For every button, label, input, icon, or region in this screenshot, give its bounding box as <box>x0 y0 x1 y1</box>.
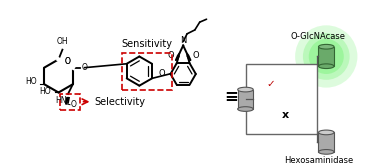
Bar <box>122 53 172 90</box>
Ellipse shape <box>303 33 350 80</box>
Text: O: O <box>158 70 165 79</box>
Text: N: N <box>180 36 186 44</box>
Text: O-GlcNAcase: O-GlcNAcase <box>291 32 346 41</box>
Text: OH: OH <box>57 37 68 46</box>
Bar <box>319 132 334 152</box>
Bar <box>319 47 334 66</box>
Ellipse shape <box>238 107 253 111</box>
Ellipse shape <box>295 25 358 88</box>
Ellipse shape <box>309 39 344 74</box>
Text: HO: HO <box>39 87 51 96</box>
Ellipse shape <box>238 87 253 92</box>
Ellipse shape <box>319 64 334 69</box>
Text: HO: HO <box>25 77 36 86</box>
Bar <box>60 94 80 110</box>
Text: Sensitivity: Sensitivity <box>122 39 173 49</box>
Ellipse shape <box>319 44 334 49</box>
Text: O: O <box>65 57 71 66</box>
Text: Selectivity: Selectivity <box>94 97 145 107</box>
Bar <box>238 90 253 109</box>
Text: x: x <box>282 110 288 120</box>
Text: O: O <box>192 51 199 60</box>
Text: O: O <box>65 57 71 66</box>
Text: O: O <box>82 63 88 72</box>
Ellipse shape <box>319 150 334 154</box>
Text: HN: HN <box>56 96 67 105</box>
Text: ✓: ✓ <box>266 79 275 89</box>
Ellipse shape <box>319 130 334 135</box>
Text: ≡: ≡ <box>224 88 238 106</box>
Text: Hexosaminidase: Hexosaminidase <box>284 156 353 165</box>
Text: O: O <box>167 51 174 60</box>
Bar <box>246 64 316 134</box>
Text: O: O <box>71 100 77 109</box>
